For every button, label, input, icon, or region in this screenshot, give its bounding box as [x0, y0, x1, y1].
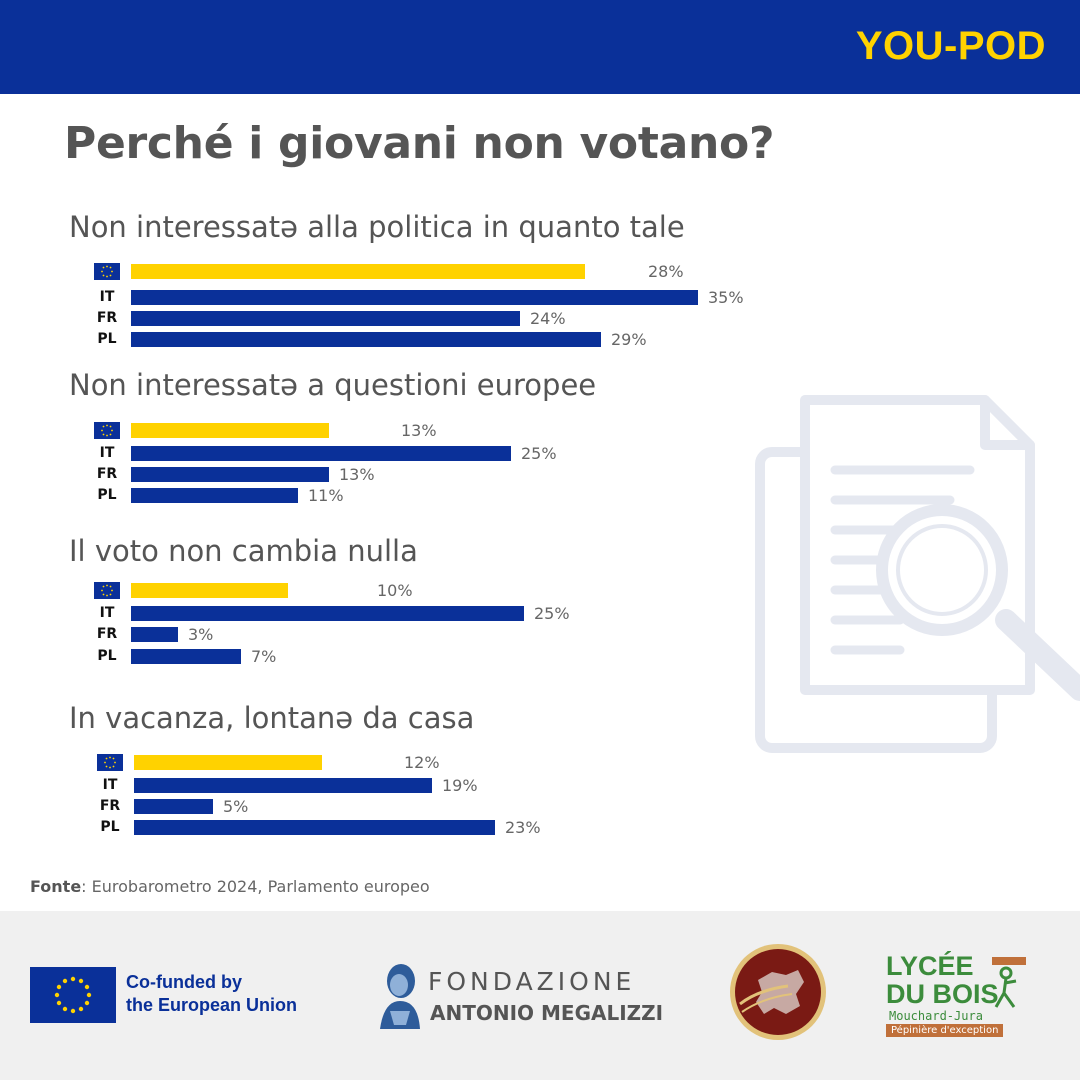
country-label: IT [99, 289, 115, 305]
header-bar: YOU-POD [0, 0, 1080, 94]
grouped-bar-charts: Non interessatə alla politica in quanto … [69, 210, 744, 837]
bar-it [131, 446, 511, 461]
chart-group-title: Il voto non cambia nulla [69, 534, 418, 568]
value-label: 12% [404, 753, 440, 772]
bar-fr [131, 627, 178, 642]
country-label: FR [96, 626, 118, 642]
bar-pl [131, 332, 601, 347]
value-label: 11% [308, 486, 344, 505]
footer-logos: Co-funded by the European Union FONDAZIO… [0, 911, 1080, 1080]
runner-figure-icon [992, 957, 1026, 1008]
value-label: 35% [708, 288, 744, 307]
chart-group-title: In vacanza, lontanə da casa [69, 701, 475, 735]
value-label: 13% [339, 465, 375, 484]
bar-eu [131, 423, 329, 438]
source-note: Fonte: Eurobarometro 2024, Parlamento eu… [30, 877, 430, 896]
foundation-name-line2: ANTONIO MEGALIZZI [430, 1001, 664, 1025]
eu-flag-icon [94, 263, 120, 280]
value-label: 5% [223, 797, 249, 816]
country-label: PL [97, 487, 117, 503]
bar-eu [131, 264, 585, 279]
country-label: PL [100, 819, 120, 835]
value-label: 25% [534, 604, 570, 623]
bar-pl [131, 649, 241, 664]
cofunded-text: Co-funded by the European Union [126, 972, 297, 1015]
country-label: PL [97, 648, 117, 664]
document-search-illustration-icon [755, 395, 1080, 753]
bar-pl [131, 488, 298, 503]
portrait-icon [380, 964, 420, 1029]
value-label: 13% [401, 421, 437, 440]
bar-pl [134, 820, 495, 835]
country-label: FR [96, 466, 118, 482]
country-label: IT [99, 445, 115, 461]
value-label: 24% [530, 309, 566, 328]
country-label: IT [99, 605, 115, 621]
value-label: 28% [648, 262, 684, 281]
chart-group-title: Non interessatə a questioni europee [69, 368, 597, 402]
country-label: PL [97, 331, 117, 347]
source-text: : Eurobarometro 2024, Parlamento europeo [81, 877, 430, 896]
eu-flag-icon [94, 422, 120, 439]
value-label: 10% [377, 581, 413, 600]
bar-fr [131, 311, 520, 326]
foundation-name-line1: FONDAZIONE [428, 967, 636, 996]
brand-logo-text: YOU-POD [855, 24, 1046, 68]
value-label: 25% [521, 444, 557, 463]
country-label: FR [96, 310, 118, 326]
eu-flag-icon [30, 967, 116, 1023]
bar-it [131, 290, 698, 305]
value-label: 7% [251, 647, 277, 666]
bar-eu [131, 583, 288, 598]
bar-fr [131, 467, 329, 482]
source-label: Fonte [30, 877, 82, 896]
bar-it [134, 778, 432, 793]
country-label: FR [99, 798, 121, 814]
eu-flag-icon [94, 582, 120, 599]
bar-eu [134, 755, 322, 770]
value-label: 19% [442, 776, 478, 795]
lycee-logo: LYCÉE DU BOIS Mouchard-Jura Pépinière d'… [886, 951, 1036, 1041]
value-label: 29% [611, 330, 647, 349]
country-label: IT [102, 777, 118, 793]
value-label: 3% [188, 625, 214, 644]
page-title: Perché i giovani non votano? [64, 118, 775, 169]
chart-group-title: Non interessatə alla politica in quanto … [69, 210, 685, 244]
europe-map-seal-icon [730, 944, 826, 1040]
value-label: 23% [505, 818, 541, 837]
eu-flag-icon [97, 754, 123, 771]
bar-it [131, 606, 524, 621]
bar-fr [134, 799, 213, 814]
